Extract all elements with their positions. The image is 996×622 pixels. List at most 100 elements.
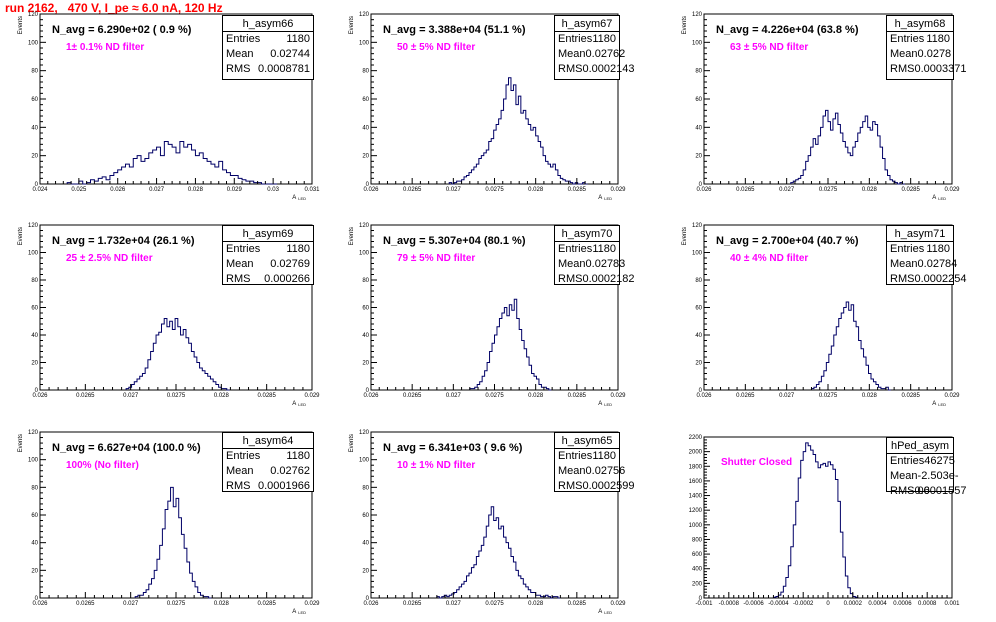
stats-row: RMS 0.0001557 [887, 484, 966, 499]
x-axis-title: A LED [598, 401, 612, 407]
y-tick-label: 40 [695, 125, 702, 131]
x-tick-label: 0.0285 [901, 393, 920, 399]
stats-key: RMS [890, 485, 915, 497]
stats-value: 0.0002254 [914, 273, 967, 285]
y-tick-label: 100 [359, 40, 370, 46]
histogram-line [790, 109, 905, 185]
stats-key: RMS [558, 273, 583, 285]
y-tick-label: 80 [362, 485, 369, 491]
y-tick-label: 100 [359, 458, 370, 464]
stats-row: Mean -2.503e-06 [887, 469, 959, 497]
y-tick-label: 0 [699, 182, 703, 188]
stats-key: Entries [226, 450, 261, 462]
stats-row: Entries 1180 [223, 242, 313, 257]
x-tick-label: 0.031 [304, 187, 320, 193]
y-tick-label: 120 [28, 12, 39, 18]
y-tick-label: 120 [359, 223, 370, 229]
x-tick-label: 0.026 [363, 601, 379, 607]
stats-row: RMS 0.0002599 [555, 479, 634, 494]
y-tick-label: 20 [31, 154, 38, 160]
x-axis-title-subscript: LED [938, 196, 946, 201]
y-tick-label: 0 [699, 388, 703, 394]
stats-value: 46275 [924, 455, 955, 467]
x-tick-label: 0.029 [944, 187, 960, 193]
y-tick-label: 800 [692, 537, 703, 543]
x-tick-label: 0.029 [227, 187, 243, 193]
x-tick-label: 0.026 [363, 187, 379, 193]
x-tick-label: -0.0006 [743, 601, 764, 607]
stats-row: RMS 0.000266 [223, 272, 313, 287]
y-tick-label: 40 [362, 125, 369, 131]
filter-annotation: 79 ± 5% ND filter [397, 253, 476, 264]
y-tick-label: 100 [692, 40, 703, 46]
stats-row: RMS 0.0008781 [223, 62, 313, 77]
x-axis-title: A LED [292, 195, 306, 201]
stats-key: Entries [226, 33, 261, 45]
y-tick-label: 20 [695, 154, 702, 160]
x-tick-label: 0.0275 [485, 601, 504, 607]
y-tick-label: 80 [695, 278, 702, 284]
y-tick-label: 120 [692, 223, 703, 229]
y-tick-label: 20 [362, 361, 369, 367]
x-tick-label: -0.001 [695, 601, 713, 607]
stats-box: h_asym71 Entries 1180 Mean 0.02784 RMS 0.00022… [886, 225, 966, 285]
stats-row: Mean 0.02784 [887, 257, 957, 272]
stats-row: Entries 1180 [555, 242, 619, 257]
y-tick-label: 60 [31, 306, 38, 312]
x-tick-label: 0.0275 [485, 393, 504, 399]
stats-row: Mean 0.02744 [223, 47, 313, 62]
n-avg-label: N_avg = 3.388e+04 (51.1 %) [383, 24, 526, 36]
x-tick-label: 0.0002 [844, 601, 863, 607]
x-tick-label: 0.029 [610, 393, 626, 399]
x-tick-label: 0.027 [446, 187, 462, 193]
stats-value: 0.02756 [585, 465, 626, 477]
y-tick-label: 0 [35, 182, 39, 188]
x-tick-label: 0.0008 [918, 601, 937, 607]
stats-key: Entries [558, 450, 593, 462]
x-tick-label: 0.025 [71, 187, 87, 193]
histogram-line [134, 486, 212, 599]
y-tick-label: 20 [695, 361, 702, 367]
n-avg-label: N_avg = 6.341e+03 ( 9.6 %) [383, 442, 523, 454]
x-tick-label: 0.027 [446, 601, 462, 607]
stats-row: Mean 0.0278 [887, 47, 953, 62]
x-tick-label: 0.0275 [167, 393, 186, 399]
x-tick-label: 0.026 [32, 601, 48, 607]
x-axis-title-subscript: LED [604, 402, 612, 407]
x-tick-label: 0.028 [214, 601, 230, 607]
y-tick-label: 60 [695, 306, 702, 312]
stats-key: RMS [890, 273, 915, 285]
stats-key: Mean [890, 48, 918, 60]
x-tick-label: 0.0285 [257, 601, 276, 607]
histogram-line [66, 141, 278, 185]
stats-key: Entries [558, 243, 593, 255]
y-tick-label: 60 [31, 97, 38, 103]
stats-key: Mean [226, 48, 254, 60]
y-axis-title: Events [349, 227, 355, 245]
y-axis-title: Events [349, 16, 355, 34]
x-tick-label: 0.027 [149, 187, 165, 193]
stats-row: RMS 0.0002182 [555, 272, 634, 287]
y-tick-label: 80 [31, 485, 38, 491]
stats-row: RMS 0.0001966 [223, 479, 313, 494]
stats-row: Entries 1180 [555, 32, 619, 47]
y-axis-title: Events [682, 16, 688, 34]
stats-key: Entries [558, 33, 593, 45]
stats-box: h_asym64 Entries 1180 Mean 0.02762 RMS 0.00019… [222, 432, 314, 492]
histogram-title: h_asym64 [223, 433, 313, 449]
y-tick-label: 1800 [689, 464, 703, 470]
y-tick-label: 120 [28, 430, 39, 436]
stats-row: Mean 0.02783 [555, 257, 625, 272]
y-axis-title: Events [18, 16, 24, 34]
x-tick-label: 0.0265 [76, 393, 95, 399]
stats-value: 0.0278 [917, 48, 952, 60]
x-tick-label: 0.0006 [893, 601, 912, 607]
stats-value: 1180 [592, 450, 616, 462]
stats-value: 0.0001557 [914, 485, 967, 497]
x-axis-title-subscript: LED [604, 196, 612, 201]
y-axis-title: Events [18, 434, 24, 452]
y-tick-label: 100 [692, 251, 703, 257]
y-tick-label: 80 [31, 278, 38, 284]
